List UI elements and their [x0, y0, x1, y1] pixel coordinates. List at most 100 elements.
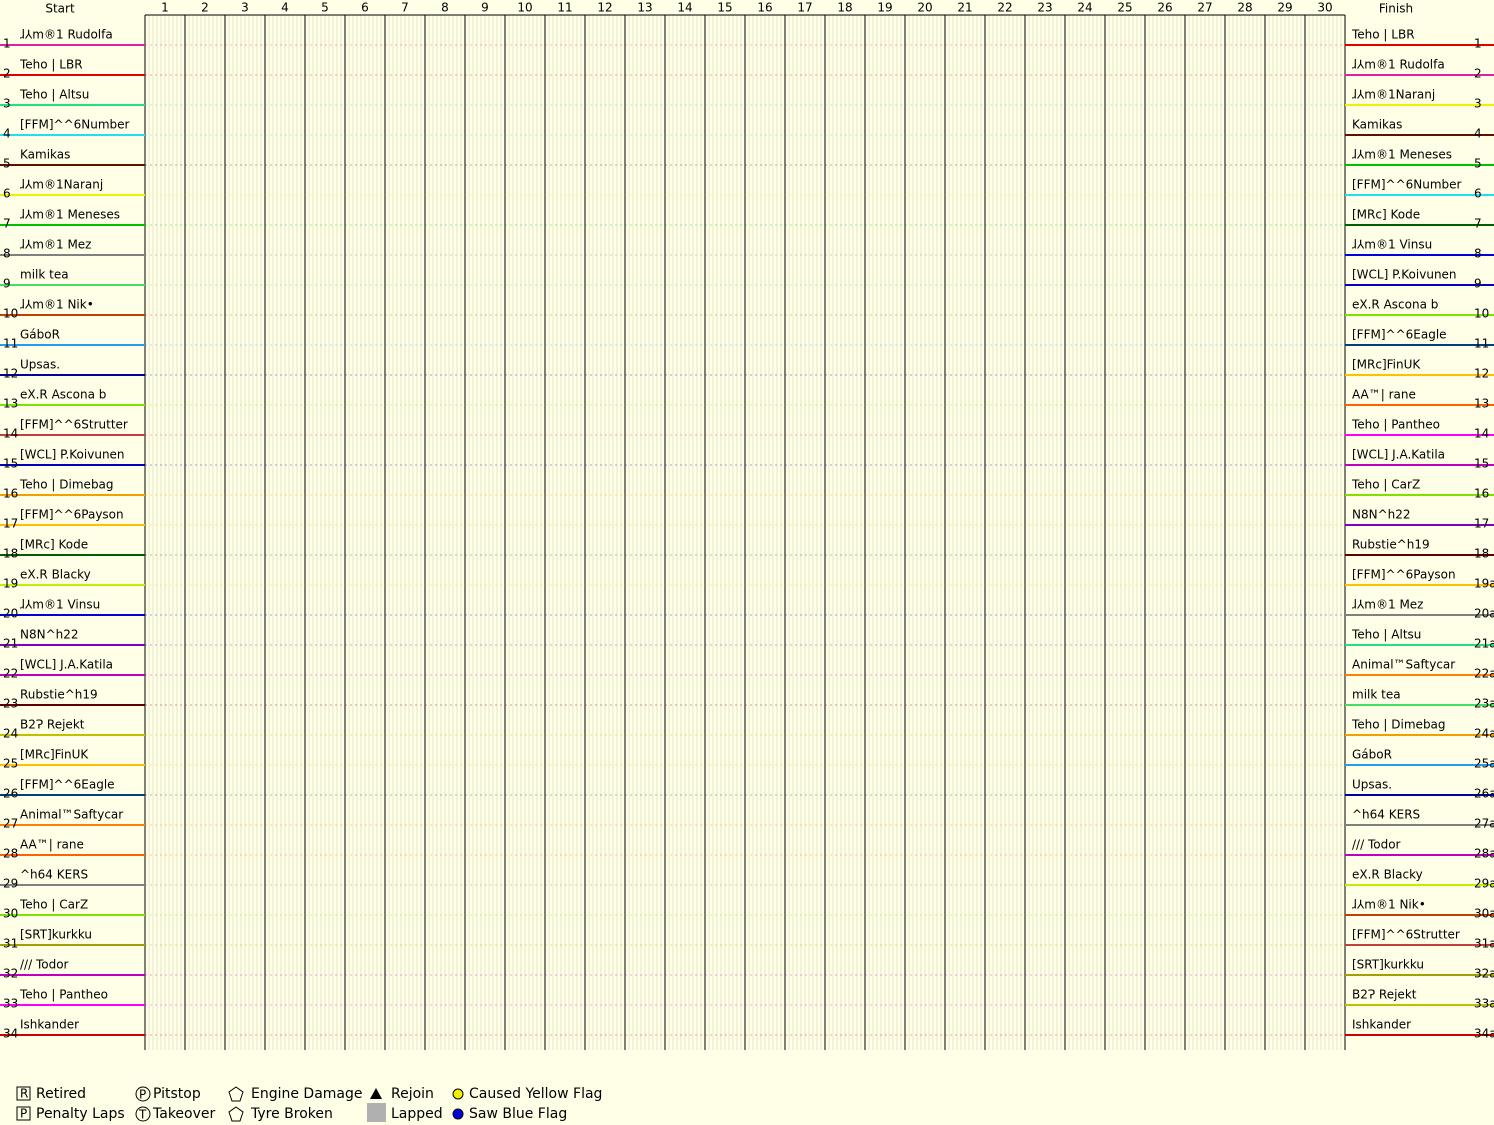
start-position: 18 — [3, 547, 18, 561]
lap-number: 18 — [837, 1, 852, 15]
lap-number: 24 — [1077, 1, 1092, 15]
finish-position: 33a — [1474, 997, 1494, 1011]
finish-name: GáboR — [1352, 748, 1392, 762]
start-position: 15 — [3, 457, 18, 471]
start-position: 24 — [3, 727, 18, 741]
start-position: 21 — [3, 637, 18, 651]
start-position: 8 — [3, 247, 11, 261]
legend-icon — [16, 1086, 31, 1101]
finish-position: 28a — [1474, 847, 1494, 861]
start-name: eX.R Ascona b — [20, 388, 106, 402]
start-name: [WCL] P.Koivunen — [20, 448, 125, 462]
finish-name: [MRc] Kode — [1352, 208, 1420, 222]
finish-position: 3 — [1474, 97, 1482, 111]
finish-name: [FFM]^^6Payson — [1352, 568, 1456, 582]
legend-icon — [452, 1088, 464, 1100]
legend-icon-text: R — [20, 1087, 28, 1101]
finish-position: 4 — [1474, 127, 1482, 141]
finish-position: 12 — [1474, 367, 1489, 381]
finish-name: ɺ⅄m®1Naranj — [1352, 88, 1435, 102]
finish-name: AA™| rane — [1352, 388, 1416, 402]
finish-name: [WCL] P.Koivunen — [1352, 268, 1457, 282]
finish-name: Kamikas — [1352, 118, 1402, 132]
start-name: ɺ⅄m®1 Nik• — [20, 298, 94, 312]
start-position: 7 — [3, 217, 11, 231]
finish-name: Teho | Dimebag — [1351, 718, 1446, 732]
start-name: ^h64 KERS — [20, 868, 88, 882]
start-position: 19 — [3, 577, 18, 591]
finish-name: ɺ⅄m®1 Meneses — [1352, 148, 1452, 162]
lap-number: 7 — [401, 1, 409, 15]
start-name: eX.R Blacky — [20, 568, 91, 582]
finish-name: Upsas. — [1352, 778, 1392, 792]
lap-number: 27 — [1197, 1, 1212, 15]
start-position: 26 — [3, 787, 18, 801]
start-position: 34 — [3, 1027, 18, 1041]
finish-position: 22a — [1474, 667, 1494, 681]
start-name: [FFM]^^6Number — [20, 118, 130, 132]
start-name: Upsas. — [20, 358, 60, 372]
start-position: 23 — [3, 697, 18, 711]
finish-position: 29a — [1474, 877, 1494, 891]
start-name: [MRc] Kode — [20, 538, 88, 552]
legend: R Retired P Penalty Laps P Pitstop T Tak… — [16, 1086, 602, 1122]
legend-icon-text: T — [138, 1108, 147, 1122]
start-name: /// Todor — [20, 958, 69, 972]
start-position: 3 — [3, 97, 11, 111]
finish-name: [SRT]kurkku — [1352, 958, 1424, 972]
finish-name: ^h64 KERS — [1352, 808, 1420, 822]
start-name: [FFM]^^6Eagle — [20, 778, 115, 792]
finish-position: 19a — [1474, 577, 1494, 591]
legend-icon — [135, 1106, 151, 1122]
finish-position: 9 — [1474, 277, 1482, 291]
finish-position: 27a — [1474, 817, 1494, 831]
finish-position: 16 — [1474, 487, 1489, 501]
start-name: AA™| rane — [20, 838, 84, 852]
lap-number: 10 — [517, 1, 532, 15]
start-name: GáboR — [20, 328, 60, 342]
start-position: 29 — [3, 877, 18, 891]
legend-icon — [228, 1106, 244, 1122]
finish-name: Rubstie^h19 — [1352, 538, 1430, 552]
start-position: 11 — [3, 337, 18, 351]
start-name: ɺ⅄m®1 Vinsu — [20, 598, 100, 612]
start-position: 30 — [3, 907, 18, 921]
lap-number: 20 — [917, 1, 932, 15]
start-name: Teho | Pantheo — [19, 988, 108, 1002]
start-position: 28 — [3, 847, 18, 861]
lap-number: 25 — [1117, 1, 1132, 15]
start-position: 12 — [3, 367, 18, 381]
legend-label: Penalty Laps — [36, 1106, 125, 1122]
finish-position: 17 — [1474, 517, 1489, 531]
lap-number: 2 — [201, 1, 209, 15]
legend-label: Engine Damage — [251, 1086, 363, 1102]
lap-number: 23 — [1037, 1, 1052, 15]
lap-number: 8 — [441, 1, 449, 15]
finish-name: ɺ⅄m®1 Rudolfa — [1352, 58, 1445, 72]
start-position: 16 — [3, 487, 18, 501]
start-position: 31 — [3, 937, 18, 951]
lap-number: 15 — [717, 1, 732, 15]
legend-label: Lapped — [391, 1106, 443, 1122]
legend-icon — [135, 1086, 151, 1102]
finish-position: 21a — [1474, 637, 1494, 651]
start-position: 6 — [3, 187, 11, 201]
lap-number: 19 — [877, 1, 892, 15]
legend-label: Saw Blue Flag — [469, 1106, 567, 1122]
start-name: ɺ⅄m®1Naranj — [20, 178, 103, 192]
start-name: ɺ⅄m®1 Meneses — [20, 208, 120, 222]
lap-number: 5 — [321, 1, 329, 15]
finish-name: Teho | LBR — [1351, 28, 1415, 42]
start-name: Ishkander — [20, 1018, 79, 1032]
start-name: milk tea — [20, 268, 69, 282]
finish-name: [WCL] J.A.Katila — [1352, 448, 1445, 462]
start-name: Teho | CarZ — [19, 898, 88, 912]
legend-icon-text: P — [139, 1088, 146, 1102]
finish-position: 23a — [1474, 697, 1494, 711]
finish-position: 1 — [1474, 37, 1482, 51]
finish-name: ɺ⅄m®1 Mez — [1352, 598, 1423, 612]
finish-position: 15 — [1474, 457, 1489, 471]
finish-position: 30a — [1474, 907, 1494, 921]
finish-position: 14 — [1474, 427, 1489, 441]
